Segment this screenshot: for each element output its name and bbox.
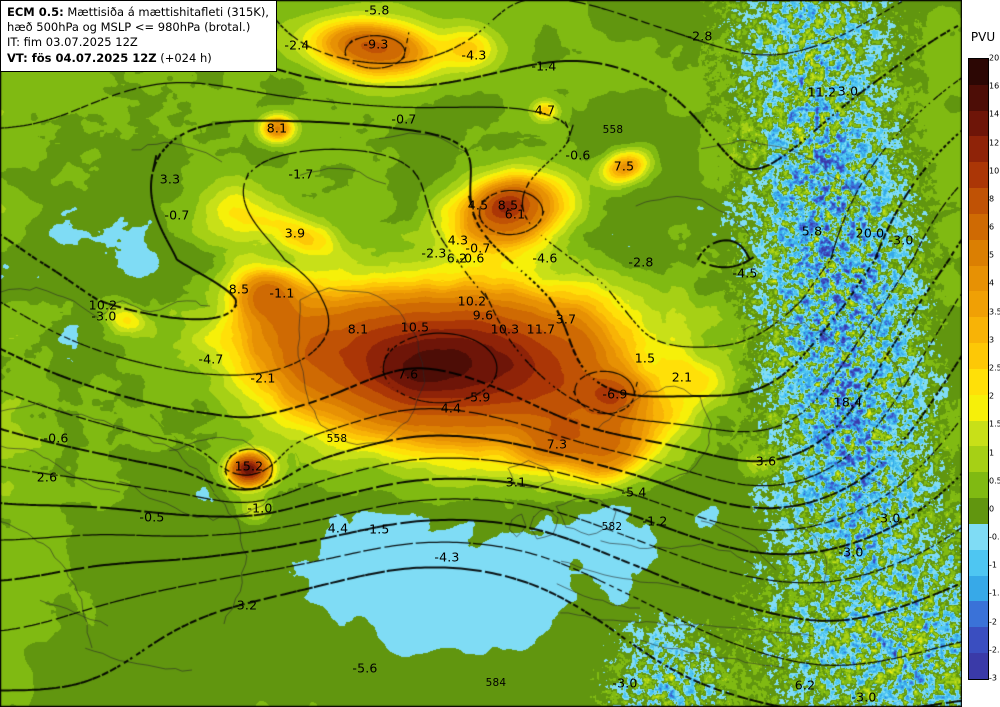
- colorbar-segment-12: [969, 368, 988, 395]
- colorbar-segment-0: [969, 59, 988, 85]
- colorbar-segment-17: [969, 498, 988, 524]
- colorbar-segment-9: [969, 291, 988, 318]
- colorbar-segment-5: [969, 188, 988, 214]
- colorbar-tick-14: 14: [989, 109, 1000, 119]
- colorbar-tick--3: -3: [989, 673, 997, 683]
- colorbar-tick-1.5: 1.5: [989, 419, 1000, 429]
- colorbar-tick-10: 10: [989, 166, 1000, 176]
- colorbar-tick--2.5: -2.5: [989, 645, 1000, 655]
- colorbar-segment-10: [969, 317, 988, 344]
- init-time-line: IT: fim 03.07.2025 12Z: [7, 35, 138, 50]
- colorbar-segment-21: [969, 601, 988, 628]
- colorbar-tick--2: -2: [989, 617, 997, 627]
- colorbar-segment-23: [969, 653, 988, 679]
- colorbar-tick-0.5: 0.5: [989, 476, 1000, 486]
- colorbar-tick-20: 20: [989, 53, 1000, 63]
- colorbar-tick-2: 2: [989, 391, 995, 401]
- colorbar-tick-0: 0: [989, 504, 995, 514]
- colorbar-tick-16: 16: [989, 81, 1000, 91]
- colorbar-segment-15: [969, 446, 988, 473]
- title-line-1-rest: Mættisiða á mættishitafleti (315K),: [63, 5, 269, 19]
- chart-title-box: ECM 0.5: Mættisiða á mættishitafleti (31…: [0, 0, 277, 72]
- colorbar-segment-6: [969, 213, 988, 240]
- colorbar-segment-19: [969, 549, 988, 576]
- title-line-1: ECM 0.5: Mættisiða á mættishitafleti (31…: [7, 5, 269, 20]
- colorbar-tick--1: -1: [989, 560, 997, 570]
- colorbar-segment-1: [969, 84, 988, 111]
- colorbar-tick--1.5: -1.5: [989, 588, 1000, 598]
- colorbar-tick-3: 3: [989, 335, 995, 345]
- colorbar-segment-16: [969, 472, 988, 499]
- colorbar-panel: PVU 20 16 14 12 10 8 6 5 4 3.5 3 2.5 2 1.5 1 0.5 0 -0.5 -1…: [962, 0, 1000, 707]
- colorbar-gradient: [968, 58, 989, 680]
- colorbar-tick--0.5: -0.5: [989, 532, 1000, 542]
- valid-time: VT: fös 04.07.2025 12Z: [7, 50, 157, 65]
- colorbar-tick-2.5: 2.5: [989, 363, 1000, 373]
- colorbar-tick-labels: 20 16 14 12 10 8 6 5 4 3.5 3 2.5 2 1.5 1 0.5 0 -0.5 -1 -1.5…: [989, 54, 1000, 683]
- colorbar-segment-22: [969, 627, 988, 654]
- forecast-hour: (+024 h): [156, 50, 212, 65]
- colorbar-segment-20: [969, 575, 988, 602]
- colorbar-tick-12: 12: [989, 138, 1000, 148]
- colorbar-segment-14: [969, 420, 988, 447]
- model-name: ECM 0.5:: [7, 5, 64, 19]
- colorbar-segment-4: [969, 162, 988, 189]
- colorbar-tick-8: 8: [989, 194, 995, 204]
- colorbar-segment-11: [969, 343, 988, 369]
- title-line-2: hæð 500hPa og MSLP <= 980hPa (brotal.): [7, 20, 251, 35]
- map-panel[interactable]: -9.3 -4.3 -1.4 -5.8 -2.8 -2.4 11.2 3.0 4.7 -0.7 8.…: [0, 0, 962, 707]
- colorbar-segment-13: [969, 394, 988, 421]
- valid-time-line: VT: fös 04.07.2025 12Z (+024 h): [7, 51, 269, 66]
- colorbar-segment-8: [969, 265, 988, 292]
- colorbar-segment-2: [969, 110, 988, 137]
- colorbar-tick-4: 4: [989, 278, 995, 288]
- colorbar-tick-6: 6: [989, 222, 995, 232]
- colorbar-tick-1: 1: [989, 448, 995, 458]
- colorbar-segment-3: [969, 136, 988, 163]
- colorbar-tick-5: 5: [989, 250, 995, 260]
- potential-vorticity-map: [0, 0, 962, 707]
- colorbar-title: PVU: [970, 30, 996, 44]
- colorbar-tick-3.5: 3.5: [989, 307, 1000, 317]
- colorbar-segment-7: [969, 239, 988, 266]
- colorbar-segment-18: [969, 523, 988, 550]
